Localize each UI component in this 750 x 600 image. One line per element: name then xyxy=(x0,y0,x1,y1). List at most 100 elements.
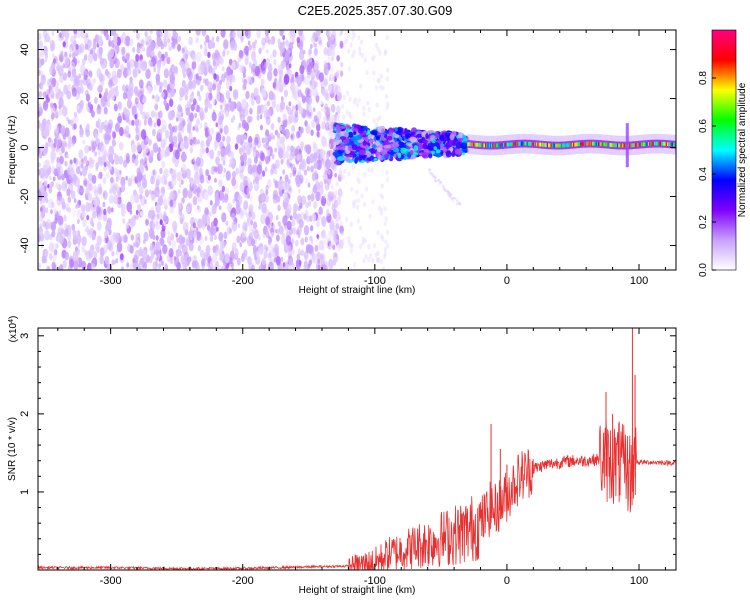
spectrogram-cell xyxy=(286,263,292,270)
spectrogram-cell xyxy=(115,90,119,97)
spectrogram-cell xyxy=(342,114,346,120)
colorbar-tick-label: 0.0 xyxy=(698,263,709,277)
spectrogram-cell xyxy=(220,266,224,270)
spectrogram-cell xyxy=(376,256,380,262)
spectrogram-cell xyxy=(300,126,304,134)
spectrogram-cell xyxy=(316,234,319,239)
spectrogram-cell xyxy=(82,156,87,164)
spectrogram-cell xyxy=(380,183,384,189)
spectrogram-cell xyxy=(219,79,223,85)
spectrogram-cell xyxy=(555,143,557,148)
spectrogram-cell xyxy=(648,142,650,146)
spectrogram-cell xyxy=(181,163,187,175)
spectrogram-cell xyxy=(244,30,249,37)
spectrogram-cell xyxy=(285,235,292,246)
spectrogram-cell xyxy=(196,105,201,113)
spectrogram-cell xyxy=(52,253,57,262)
spectrogram-cell xyxy=(276,132,281,139)
spectrogram-cell xyxy=(301,95,307,104)
colorbar-gradient xyxy=(711,29,737,271)
spectrogram-cell xyxy=(44,57,48,62)
spectrogram-cell xyxy=(142,249,148,261)
spectrogram-cell xyxy=(189,146,193,154)
spectrogram-cell xyxy=(342,157,351,162)
spectrogram-cell xyxy=(229,101,235,112)
spectrogram-cell xyxy=(498,143,500,148)
spectrogram-cell xyxy=(529,141,531,146)
spectrogram-cell xyxy=(138,90,144,101)
spectrogram-cell xyxy=(75,43,79,50)
spectrogram-cell xyxy=(197,139,201,145)
spectrogram-cell xyxy=(232,115,236,121)
spectrogram-cell xyxy=(73,157,77,164)
spectrogram-cell xyxy=(55,146,60,153)
spectrogram-cell xyxy=(44,230,50,241)
spectrogram-cell xyxy=(367,167,371,173)
spectrogram-cell xyxy=(659,141,662,146)
spectrogram-cell xyxy=(582,141,585,146)
spectrogram-cell xyxy=(131,157,135,162)
spectrogram-cell xyxy=(326,114,330,121)
spectrogram-cell xyxy=(289,32,295,43)
spectrogram-cell xyxy=(216,35,220,43)
spectrogram-cell xyxy=(362,140,367,147)
spectrogram-cell xyxy=(381,236,385,242)
spectrogram-cell xyxy=(260,152,265,162)
spectrogram-cell xyxy=(368,213,372,219)
spectrogram-cell xyxy=(192,98,197,106)
spectrogram-cell xyxy=(309,57,313,63)
spectrogram-cell xyxy=(80,204,86,213)
spectrogram-cell xyxy=(564,143,567,148)
spectrogram-cell xyxy=(293,203,298,213)
spectrogram-cell xyxy=(323,193,327,199)
spectrogram-cell xyxy=(235,167,240,175)
spectrogram-cell xyxy=(152,244,156,251)
spectrogram-cell xyxy=(167,89,173,99)
spectrogram-cell xyxy=(480,143,482,148)
spectrogram-cell xyxy=(240,172,244,179)
spectrogram-cell xyxy=(319,195,323,201)
spectrogram-cell xyxy=(212,83,217,91)
spectrogram-cell xyxy=(338,172,342,178)
spectrogram-cell xyxy=(177,44,181,52)
spectrogram-cell xyxy=(280,256,284,262)
spectrogram-cell xyxy=(72,117,76,125)
spectrogram-cell xyxy=(134,113,138,120)
spectrogram-cell xyxy=(219,56,224,65)
spectrogram-cell xyxy=(135,54,140,62)
spectrogram-cell xyxy=(535,142,537,147)
spectrogram-cell xyxy=(321,260,325,265)
spectrogram-cell xyxy=(458,203,462,206)
spectrogram-cell xyxy=(129,245,134,254)
spectrogram-cell xyxy=(189,138,193,146)
spectrogram-cell xyxy=(316,220,320,228)
spectrogram-cell xyxy=(64,127,70,138)
spectrogram-cell xyxy=(88,145,92,152)
spectrogram-cell xyxy=(567,143,569,148)
spectrogram-cell xyxy=(76,105,80,110)
spectrogram-cell xyxy=(347,236,351,242)
spectrogram-cell xyxy=(248,61,252,68)
spectrogram-cell xyxy=(493,143,496,148)
spectrogram-cell xyxy=(306,165,310,172)
spectrogram-cell xyxy=(195,30,201,36)
spectrogram-cell xyxy=(550,143,553,148)
spectrogram-cell xyxy=(327,231,332,237)
spectrogram-cell xyxy=(265,116,271,126)
spectrogram-cell xyxy=(248,211,252,218)
spectrogram-cell xyxy=(330,219,335,225)
spectrogram-cell xyxy=(662,141,664,146)
spectrogram-cell xyxy=(64,30,70,38)
spectrogram-cell xyxy=(618,143,620,148)
spectrogram-cell xyxy=(120,235,124,242)
spectrogram-cell xyxy=(154,84,158,91)
x-axis-label: Height of straight line (km) xyxy=(299,285,416,296)
spectrogram-cell xyxy=(337,216,341,222)
spectrogram-cell xyxy=(236,257,241,266)
spectrogram-cell xyxy=(131,119,135,126)
spectrogram-cell xyxy=(163,68,169,79)
spectrogram-cell xyxy=(511,142,513,147)
spectrogram-cell xyxy=(279,152,283,159)
spectrogram-cell xyxy=(75,246,78,252)
spectrogram-cell xyxy=(169,73,175,85)
